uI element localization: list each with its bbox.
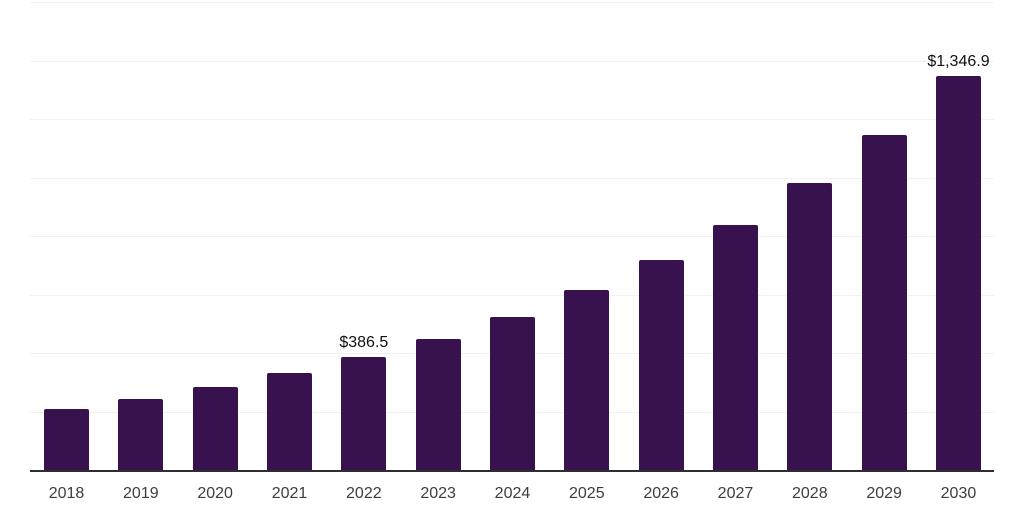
gridline — [30, 294, 994, 296]
x-tick-label-2029: 2029 — [866, 485, 902, 502]
bar-2020 — [192, 386, 238, 470]
bar-2030 — [935, 76, 981, 470]
bar-2023 — [415, 338, 461, 470]
bar-value-label-2022: $386.5 — [339, 333, 389, 351]
x-tick-label-2018: 2018 — [48, 485, 85, 502]
x-tick-label-2019: 2019 — [123, 485, 159, 502]
bar-2027 — [712, 224, 758, 470]
x-tick-label-2023: 2023 — [420, 485, 456, 502]
gridline — [30, 2, 994, 3]
bar-2018 — [44, 408, 89, 470]
plot-area: $386.5 $1,346.9 — [30, 2, 994, 472]
bar-2019 — [118, 398, 164, 470]
x-tick-label-2026: 2026 — [643, 485, 679, 502]
x-axis-labels: 2018 2019 2020 2021 2022 2023 2024 2025 2026 2027… — [30, 480, 994, 510]
bar-2025 — [564, 289, 610, 470]
x-tick-label-2030: 2030 — [940, 485, 977, 502]
bar-2022 — [341, 356, 387, 470]
bar-2024 — [489, 317, 535, 470]
gridline — [30, 236, 994, 237]
x-tick-label-2025: 2025 — [569, 485, 605, 502]
bar-2028 — [787, 183, 833, 470]
gridline — [30, 119, 994, 120]
gridline — [30, 177, 994, 179]
gridline — [30, 60, 994, 62]
x-tick-label-2022: 2022 — [346, 485, 382, 502]
x-tick-label-2021: 2021 — [271, 485, 308, 502]
x-tick-label-2024: 2024 — [494, 485, 531, 502]
x-tick-label-2028: 2028 — [792, 485, 828, 502]
x-tick-label-2020: 2020 — [197, 485, 233, 502]
bar-2029 — [861, 134, 907, 470]
bar-2026 — [638, 260, 684, 470]
bar-2021 — [266, 372, 312, 470]
bar-value-label-2030: $1,346.9 — [927, 53, 990, 71]
x-tick-label-2027: 2027 — [717, 485, 754, 502]
